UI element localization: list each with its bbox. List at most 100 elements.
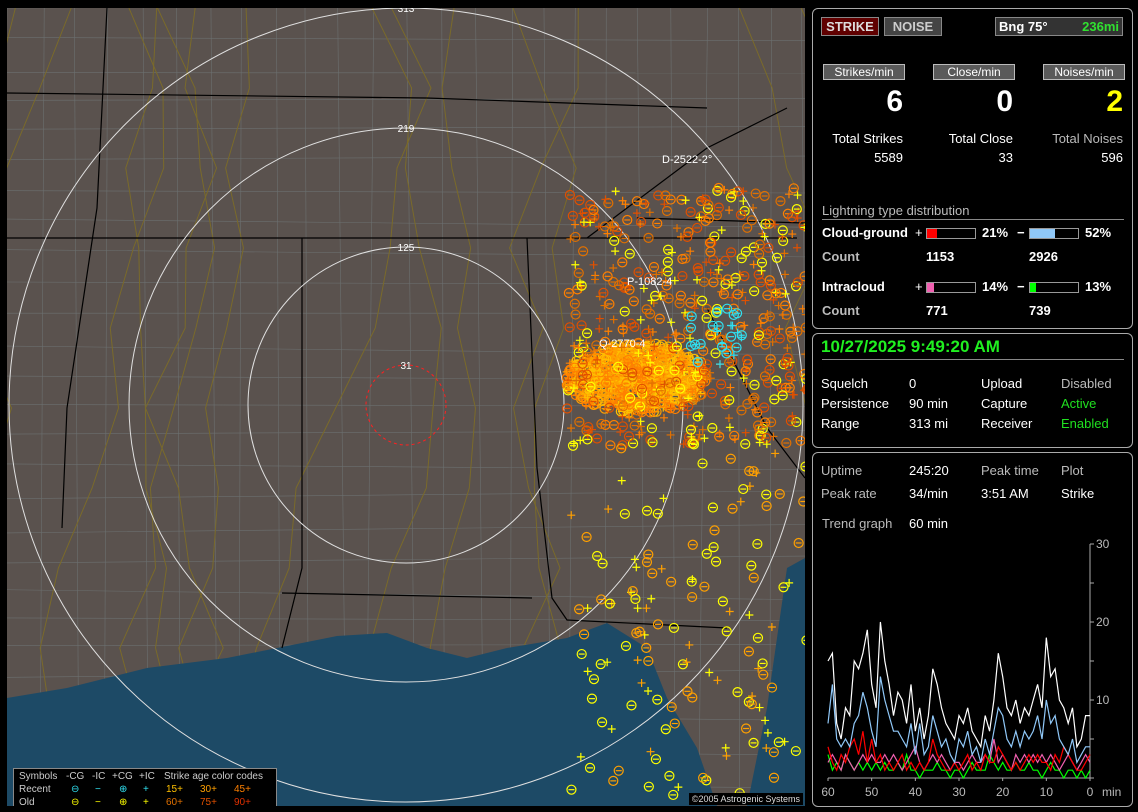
strike-marker	[775, 324, 784, 333]
lightning-map[interactable]: 313 219 125 31 D-2522-2° P-1082-4 Q-2770-4 Sym…	[7, 8, 805, 806]
strike-marker	[774, 301, 783, 310]
strike-marker	[743, 646, 754, 657]
strike-marker	[692, 357, 703, 368]
bearing: Bng 75°	[999, 19, 1048, 34]
strike-marker	[759, 371, 771, 382]
strike-marker	[759, 190, 770, 202]
cg-plus-sign: +	[915, 225, 923, 240]
strike-marker	[789, 390, 798, 399]
strike-marker	[595, 314, 604, 323]
strike-marker	[721, 626, 732, 637]
strike-marker	[585, 381, 596, 392]
strike-marker	[761, 432, 772, 444]
strike-marker	[675, 290, 686, 301]
strike-marker	[576, 280, 587, 291]
close-per-min-button[interactable]: Close/min	[933, 64, 1015, 80]
strike-marker	[742, 354, 753, 365]
strike-marker	[786, 212, 798, 223]
strike-marker	[706, 268, 715, 277]
noises-per-min-button[interactable]: Noises/min	[1043, 64, 1125, 80]
legend-symbols-label: Symbols	[19, 771, 58, 782]
strike-marker	[781, 289, 790, 298]
strike-marker	[674, 783, 683, 792]
strike-marker	[677, 395, 686, 404]
strike-marker	[741, 428, 750, 437]
strike-marker	[648, 379, 657, 388]
strike-marker	[646, 358, 655, 367]
strike-marker	[695, 430, 704, 439]
legend-age-code: 15+	[166, 784, 183, 795]
strike-marker	[710, 327, 722, 338]
plot-value[interactable]: Strike	[1061, 486, 1095, 501]
strike-marker	[710, 348, 721, 359]
strike-marker	[610, 372, 621, 383]
peak-time-value: 3:51 AM	[981, 486, 1029, 501]
distribution-title: Lightning type distribution	[822, 203, 970, 218]
strike-marker	[631, 196, 643, 207]
strike-marker	[663, 244, 674, 255]
strike-marker	[589, 260, 598, 269]
strike-marker	[764, 311, 775, 322]
y-tick-label: 30	[1096, 537, 1110, 551]
strike-marker	[747, 394, 759, 405]
strike-marker	[636, 315, 645, 324]
peak-rate-label: Peak rate	[821, 486, 877, 501]
strike-marker	[564, 322, 575, 333]
strike-marker	[644, 308, 656, 319]
strike-marker	[578, 246, 589, 257]
strike-marker	[665, 384, 674, 393]
strike-button[interactable]: STRIKE	[821, 17, 879, 36]
strike-marker	[612, 346, 621, 355]
trend-graph-label: Trend graph	[822, 516, 893, 531]
strike-marker	[748, 737, 759, 748]
strike-marker	[603, 229, 612, 238]
strike-marker	[707, 320, 718, 331]
legend-symbol: ⊕	[119, 797, 128, 806]
status-panel: 10/27/2025 9:49:20 AM Squelch 0 Upload D…	[812, 333, 1133, 448]
strike-marker	[729, 430, 740, 441]
strike-marker	[567, 440, 579, 451]
strike-marker	[677, 270, 688, 282]
strike-marker	[785, 415, 797, 426]
strike-marker	[798, 220, 805, 231]
strike-marker	[705, 668, 714, 677]
peak-rate-value: 34/min	[909, 486, 949, 501]
cg-label: Cloud-ground	[822, 225, 908, 240]
strike-marker	[638, 198, 650, 210]
strike-marker	[726, 321, 735, 330]
strike-label: Q-2770-4	[599, 338, 645, 350]
cg-minus-sign: −	[1017, 225, 1025, 240]
strike-marker	[678, 366, 687, 375]
strike-marker	[655, 385, 666, 396]
strike-marker	[569, 362, 580, 373]
range-value: 313 mi	[909, 416, 949, 431]
strike-marker	[704, 237, 716, 248]
strikes-per-min-button[interactable]: Strikes/min	[823, 64, 905, 80]
strike-marker	[754, 248, 765, 259]
legend-col-neg-ic: -IC	[92, 771, 106, 782]
strike-marker	[781, 437, 792, 449]
strike-marker	[763, 728, 772, 737]
strike-marker	[573, 267, 584, 279]
strike-marker	[771, 288, 780, 297]
map-canvas[interactable]: 313 219 125 31 D-2522-2° P-1082-4 Q-2770-4	[7, 8, 805, 806]
strike-marker	[653, 365, 664, 376]
noise-button[interactable]: NOISE	[884, 17, 942, 36]
strike-marker	[728, 309, 739, 321]
strike-marker	[720, 255, 731, 266]
strike-marker	[801, 350, 805, 359]
strike-marker	[677, 253, 688, 265]
ic-neg-bar	[1029, 282, 1079, 293]
strike-marker	[608, 775, 619, 786]
strike-marker	[639, 284, 648, 293]
strike-marker	[793, 537, 804, 549]
strike-marker	[717, 226, 726, 235]
upload-label: Upload	[981, 376, 1023, 391]
strike-marker	[588, 399, 599, 411]
strike-marker	[752, 407, 763, 418]
strike-marker	[652, 270, 661, 279]
strike-marker	[660, 380, 669, 389]
strike-marker	[791, 416, 802, 428]
strike-marker	[663, 293, 674, 304]
legend-old-label: Old	[19, 797, 35, 806]
